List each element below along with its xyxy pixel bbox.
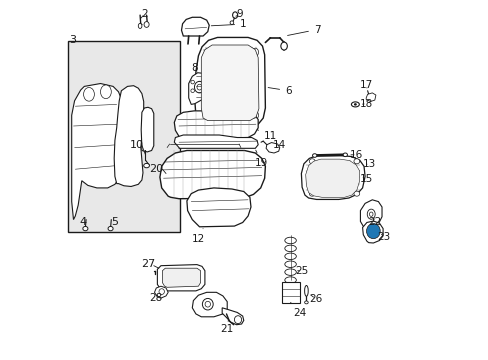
Polygon shape: [174, 135, 258, 148]
Polygon shape: [265, 143, 279, 153]
Ellipse shape: [190, 80, 194, 84]
Ellipse shape: [226, 113, 236, 119]
Ellipse shape: [312, 154, 316, 157]
Text: 18: 18: [360, 99, 373, 109]
Ellipse shape: [343, 153, 347, 157]
Polygon shape: [72, 84, 121, 220]
Bar: [68, 41, 179, 232]
Text: 9: 9: [235, 9, 243, 19]
Text: 1: 1: [211, 19, 246, 29]
Polygon shape: [301, 156, 365, 199]
Text: 10: 10: [129, 140, 143, 150]
Bar: [282, 282, 300, 303]
Ellipse shape: [197, 84, 202, 90]
Ellipse shape: [251, 48, 258, 56]
Text: 19: 19: [255, 150, 268, 168]
Polygon shape: [114, 86, 143, 186]
Text: 11: 11: [257, 130, 277, 141]
Ellipse shape: [83, 87, 94, 101]
Text: 5: 5: [111, 217, 118, 228]
Polygon shape: [222, 308, 244, 325]
Ellipse shape: [353, 159, 359, 164]
Polygon shape: [201, 45, 258, 121]
Polygon shape: [174, 111, 258, 139]
Text: 24: 24: [290, 302, 306, 318]
Ellipse shape: [368, 226, 377, 236]
Text: 23: 23: [377, 232, 390, 242]
Ellipse shape: [309, 191, 314, 196]
Ellipse shape: [232, 12, 237, 18]
Ellipse shape: [284, 253, 296, 260]
Ellipse shape: [304, 301, 307, 304]
Text: 4: 4: [80, 217, 86, 228]
Ellipse shape: [304, 285, 307, 296]
Polygon shape: [186, 188, 250, 227]
Ellipse shape: [204, 80, 208, 84]
Ellipse shape: [284, 269, 296, 275]
Polygon shape: [154, 286, 168, 298]
Polygon shape: [192, 292, 227, 317]
Polygon shape: [162, 268, 200, 287]
Polygon shape: [305, 159, 359, 197]
Ellipse shape: [284, 245, 296, 252]
Ellipse shape: [280, 42, 287, 50]
Polygon shape: [160, 150, 265, 199]
Ellipse shape: [143, 163, 149, 168]
Text: 15: 15: [360, 174, 373, 184]
Polygon shape: [360, 200, 381, 229]
Ellipse shape: [353, 191, 359, 196]
Polygon shape: [157, 265, 204, 291]
Ellipse shape: [309, 159, 314, 164]
Polygon shape: [141, 107, 153, 152]
Text: 27: 27: [141, 258, 155, 269]
Polygon shape: [181, 17, 209, 36]
Text: 14: 14: [273, 140, 286, 150]
Ellipse shape: [144, 22, 149, 27]
Ellipse shape: [225, 47, 237, 54]
Text: 2: 2: [141, 9, 147, 19]
Polygon shape: [194, 37, 265, 127]
Text: 25: 25: [295, 266, 308, 276]
Ellipse shape: [351, 102, 359, 107]
Ellipse shape: [251, 111, 258, 119]
Ellipse shape: [82, 226, 88, 231]
Text: 6: 6: [267, 86, 291, 96]
Ellipse shape: [138, 23, 142, 28]
Ellipse shape: [101, 85, 111, 99]
Ellipse shape: [159, 289, 164, 294]
Ellipse shape: [366, 209, 374, 219]
Ellipse shape: [368, 212, 372, 216]
Ellipse shape: [353, 103, 356, 106]
Ellipse shape: [366, 224, 380, 239]
Text: 7: 7: [287, 24, 320, 35]
Text: 20: 20: [149, 164, 163, 174]
Ellipse shape: [202, 298, 213, 310]
Ellipse shape: [234, 316, 241, 324]
Ellipse shape: [190, 89, 194, 93]
Text: 26: 26: [308, 294, 322, 304]
Text: 22: 22: [367, 217, 381, 228]
Ellipse shape: [205, 111, 211, 119]
Polygon shape: [366, 93, 375, 102]
Ellipse shape: [230, 21, 233, 24]
Text: 28: 28: [149, 293, 163, 303]
Text: 13: 13: [363, 159, 376, 169]
Ellipse shape: [284, 261, 296, 267]
Ellipse shape: [204, 301, 210, 307]
Ellipse shape: [205, 48, 211, 56]
Polygon shape: [362, 221, 382, 243]
Ellipse shape: [284, 277, 296, 283]
Ellipse shape: [194, 81, 204, 93]
Ellipse shape: [108, 226, 113, 231]
Text: 3: 3: [69, 35, 76, 45]
Polygon shape: [188, 73, 209, 104]
Text: 8: 8: [191, 63, 198, 73]
Text: 16: 16: [349, 150, 363, 160]
Text: 21: 21: [220, 320, 233, 334]
Ellipse shape: [284, 237, 296, 244]
Text: 12: 12: [191, 229, 204, 244]
Ellipse shape: [204, 89, 208, 93]
Text: 17: 17: [359, 80, 372, 90]
